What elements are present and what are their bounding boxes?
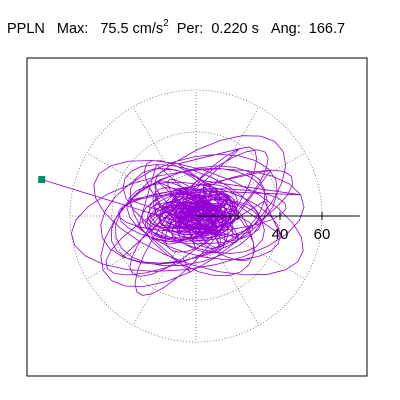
grid-spoke-150 [86,152,160,196]
zero-axis [196,212,360,220]
max-unit-exponent: 2 [163,18,169,29]
radial-label-60: 60 [314,226,331,243]
radial-label-40: 40 [272,226,289,243]
per-value: 0.220 s [211,21,259,37]
grid-spoke-60 [216,106,260,180]
grid-spoke-120 [132,106,176,180]
motion-trace-path [41,135,305,296]
peak-marker [38,176,46,184]
max-label: Max: [56,21,89,37]
plot-frame [26,57,368,377]
station-code: PPLN [7,21,45,37]
ang-value: 166.7 [308,21,346,37]
peak-marker-group [38,176,46,184]
grid-spoke-30 [232,152,306,196]
radial-labels: 40 60 [272,226,331,243]
grid-spoke-240 [132,252,176,326]
grid-spoke-210 [86,236,160,280]
grid-spoke-300 [216,252,260,326]
chart-header: PPLN Max: 75.5 cm/s2 Per: 0.220 s Ang: 166.7 [7,18,345,37]
per-label: Per: [176,21,204,37]
grid-spoke-330 [232,236,306,280]
motion-trace [41,135,305,296]
ang-label: Ang: [270,21,301,37]
max-value: 75.5 cm/s [100,21,164,37]
